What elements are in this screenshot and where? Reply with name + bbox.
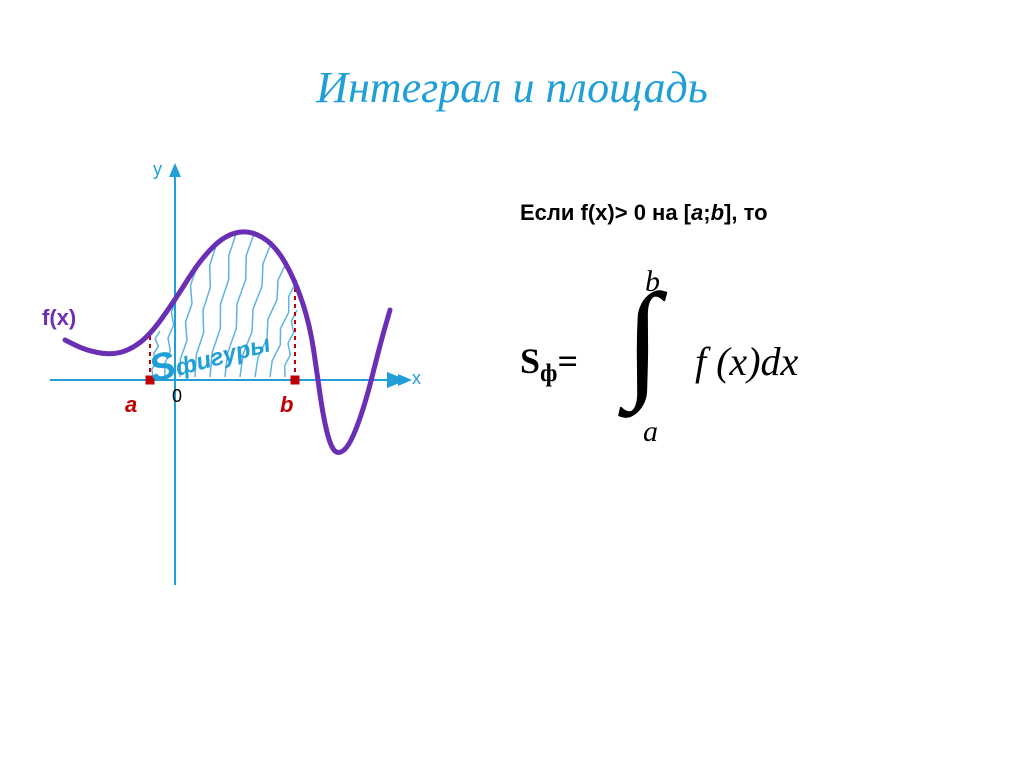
graph-container: y x f(x) 0 a b Sфигуры	[40, 155, 440, 595]
integral-lower-bound: a	[643, 415, 658, 449]
y-axis-label: y	[153, 159, 162, 180]
condition-suffix: ], то	[724, 200, 767, 225]
page-title: Интеграл и площадь	[0, 62, 1024, 113]
condition-text: Если f(x)> 0 на [a;b], то	[520, 200, 768, 226]
formula-sub: ф	[540, 360, 557, 387]
formula-lhs: Sф=	[520, 340, 578, 388]
origin-label: 0	[172, 386, 182, 407]
formula-s: S	[520, 341, 540, 381]
a-marker-label: a	[125, 392, 137, 418]
condition-prefix: Если f(x)> 0 на [	[520, 200, 691, 225]
integrand: f (x)dx	[695, 338, 798, 385]
b-marker-label: b	[280, 392, 293, 418]
fx-curve-label: f(x)	[42, 305, 76, 331]
formula-eq: =	[557, 341, 578, 381]
integral-sign-icon: ∫	[625, 265, 661, 415]
x-axis-label: x	[412, 368, 421, 389]
condition-b: b	[711, 200, 724, 225]
condition-mid: ;	[703, 200, 710, 225]
graph-svg	[40, 155, 440, 595]
condition-a: a	[691, 200, 703, 225]
integral-formula: Sф= b ∫ a f (x)dx	[520, 280, 960, 440]
